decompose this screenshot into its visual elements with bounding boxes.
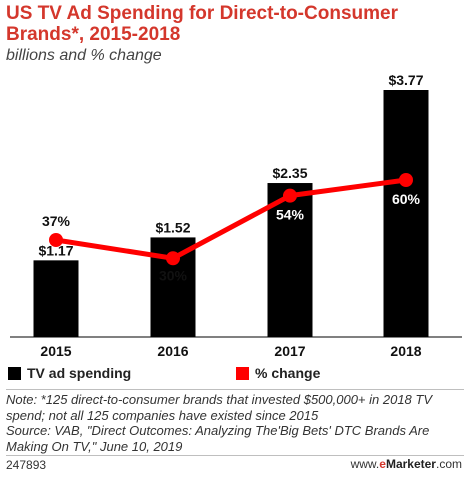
bars-group [33,90,429,337]
percent-change-line [53,177,409,261]
bar-2018 [383,90,429,337]
percent-labels-group: 37% 30% 54% 60% [42,191,421,283]
brand-prefix: www. [350,457,380,471]
divider-top [6,389,464,390]
bar-label-2017: $2.35 [272,165,307,181]
bar-2015 [33,260,79,337]
source-line-2: Making On TV," June 10, 2019 [6,438,183,454]
pct-point-2018 [399,173,413,187]
percent-points-group [49,173,413,266]
legend-label-tv-ad-spending: TV ad spending [27,365,132,381]
legend-item-percent-change: % change [236,365,320,381]
brand-e: e [379,457,386,471]
note-line-1: Note: *125 direct-to-consumer brands tha… [6,392,433,407]
chart-id: 247893 [6,458,47,472]
bar-label-2018: $3.77 [388,72,423,88]
source-line-1: Source: VAB, "Direct Outcomes: Analyzing… [6,423,430,438]
legend-item-tv-ad-spending: TV ad spending [8,365,131,381]
brand-logo: www.eMarketer.com [351,457,462,471]
bar-label-2015: $1.17 [38,242,73,258]
bar-2017 [267,183,313,337]
chart-canvas: $1.17$1.52$2.35$3.77 37%30%54%60% 2015 20… [10,72,462,359]
legend-swatch-black [8,366,21,380]
note-line-2: spend; not all 125 companies have existe… [6,407,319,423]
pct-point-2015 [49,233,63,247]
pct-label-2015: 37% [42,213,71,229]
chart-note: Note: *125 direct-to-consumer brands tha… [6,392,464,454]
brand-suffix: .com [435,457,462,471]
x-tick-2018: 2018 [390,343,421,359]
x-tick-2015: 2015 [40,343,71,359]
x-tick-labels-group: 2015 2016 2017 2018 [40,343,421,359]
chart-subtitle: billions and % change [6,47,162,64]
divider-bottom [6,455,464,456]
chart-title: US TV Ad Spending for Direct-to-Consumer… [6,3,398,45]
pct-label-2018: 60% [392,191,421,207]
legend-swatch-red [236,366,249,380]
bar-label-2016: $1.52 [155,219,190,235]
x-tick-2017: 2017 [274,343,305,359]
pct-label-2016: 30% [159,267,188,283]
bar-labels-group: $1.17 $1.52 $2.35 $3.77 [38,72,423,258]
pct-point-2016 [166,251,180,266]
legend-label-percent-change: % change [255,365,321,381]
pct-point-2017 [283,188,297,203]
brand-name: Marketer [385,457,436,471]
x-tick-2016: 2016 [157,343,188,359]
pct-label-2017: 54% [276,207,305,223]
